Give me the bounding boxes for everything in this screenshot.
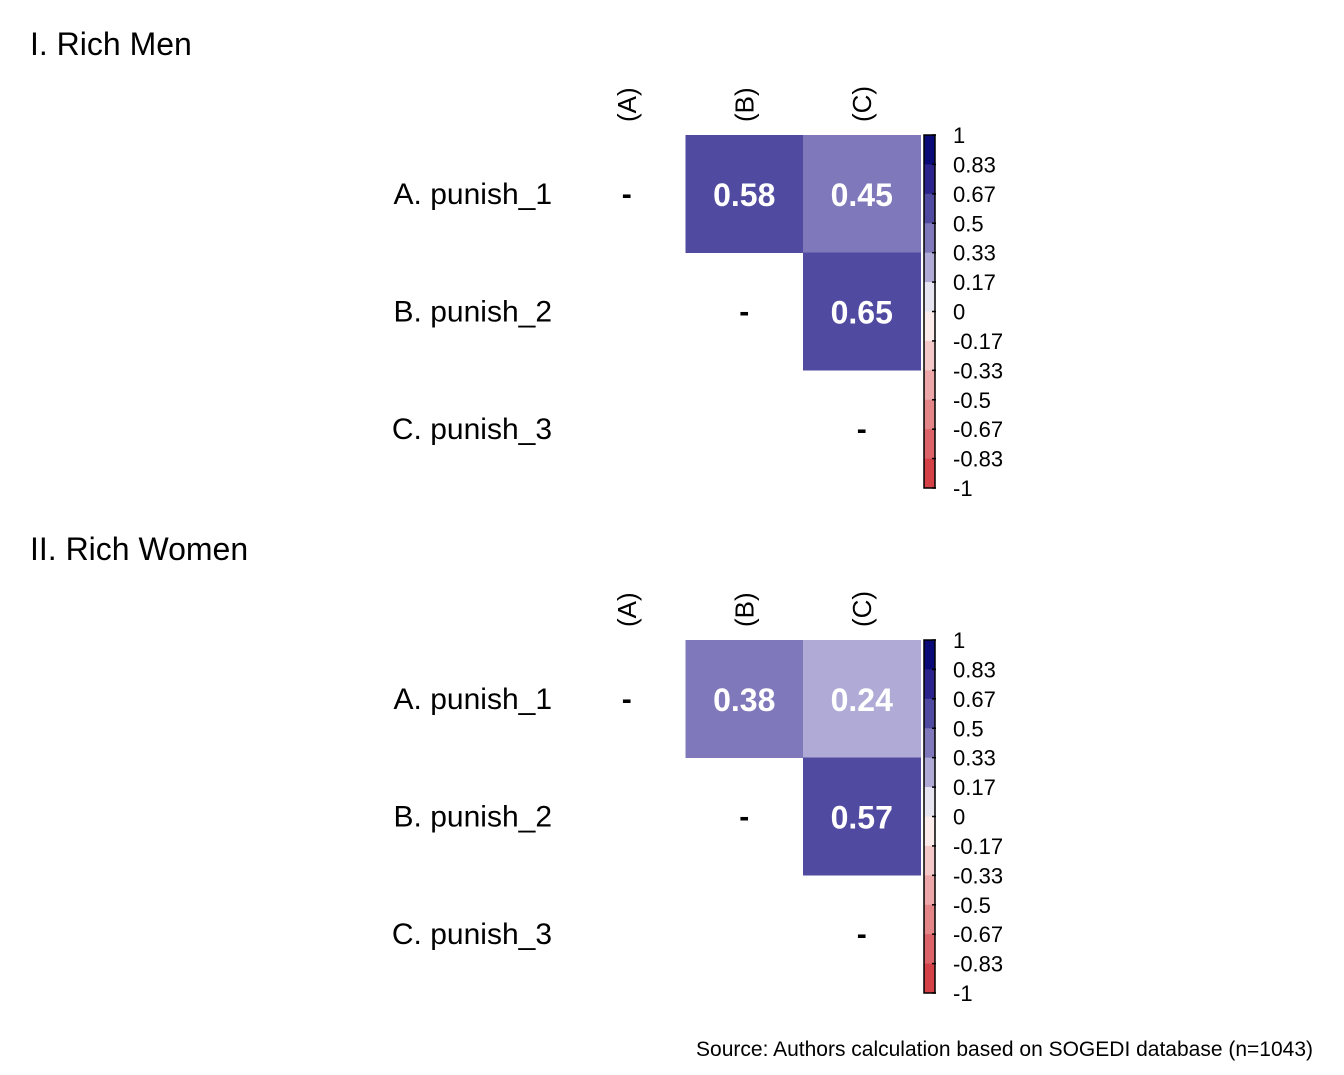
diagonal-marker: - bbox=[739, 800, 749, 833]
heatmap-cell bbox=[803, 252, 921, 371]
colorbar-tick-label: -0.17 bbox=[953, 834, 1003, 859]
colorbar-bin bbox=[924, 757, 935, 788]
column-label: (C) bbox=[847, 591, 877, 627]
heatmap-cell bbox=[803, 640, 921, 758]
cell-value-label: 0.65 bbox=[831, 294, 893, 330]
colorbar-bin bbox=[924, 311, 935, 342]
colorbar-tick-label: -0.33 bbox=[953, 863, 1003, 888]
heatmap-cell bbox=[803, 135, 921, 253]
row-label: A. punish_1 bbox=[394, 178, 552, 211]
cell-value-label: 0.38 bbox=[713, 682, 775, 718]
colorbar-bin bbox=[924, 193, 935, 224]
cell-value-label: 0.24 bbox=[831, 682, 893, 718]
column-label: (B) bbox=[729, 592, 759, 627]
diagonal-marker: - bbox=[622, 178, 632, 211]
colorbar-tick-label: 0.67 bbox=[953, 687, 996, 712]
colorbar-tick-label: 0.67 bbox=[953, 182, 996, 207]
colorbar-tick-label: -1 bbox=[953, 476, 973, 501]
colorbar-bin bbox=[924, 429, 935, 459]
row-label: B. punish_2 bbox=[394, 295, 552, 328]
panel-rich-men: I. Rich Men (A) (B) (C) A. punish_1 B. punish… bbox=[30, 26, 1003, 501]
colorbar-bin bbox=[924, 164, 935, 195]
colorbar-tick-label: -0.83 bbox=[953, 952, 1003, 977]
colorbar-tick-label: 0.83 bbox=[953, 657, 996, 682]
heatmap-cell bbox=[685, 640, 804, 758]
diagonal-marker: - bbox=[622, 683, 632, 716]
diagonal-marker: - bbox=[857, 918, 867, 951]
colorbar-tick-label: 0 bbox=[953, 300, 965, 325]
panel-rich-women: II. Rich Women (A) (B) (C) A. punish_1 B. pun… bbox=[30, 531, 1003, 1006]
colorbar-bin bbox=[924, 282, 935, 312]
colorbar-bin bbox=[924, 340, 935, 371]
colorbar-bin bbox=[924, 223, 935, 253]
column-label: (A) bbox=[612, 87, 642, 122]
diagonal-marker: - bbox=[857, 413, 867, 446]
row-label: B. punish_2 bbox=[394, 800, 552, 833]
panel-title: II. Rich Women bbox=[30, 531, 248, 567]
colorbar-tick-label: 0.17 bbox=[953, 775, 996, 800]
colorbar-tick-label: -1 bbox=[953, 981, 973, 1006]
column-label: (B) bbox=[729, 87, 759, 122]
row-label: A. punish_1 bbox=[394, 683, 552, 716]
colorbar-tick-label: 0 bbox=[953, 805, 965, 830]
source-note: Source: Authors calculation based on SOG… bbox=[696, 1038, 1313, 1061]
colorbar-tick-label: -0.67 bbox=[953, 417, 1003, 442]
cell-value-label: 0.45 bbox=[831, 177, 893, 213]
colorbar-tick-label: -0.17 bbox=[953, 329, 1003, 354]
colorbar-bin bbox=[924, 787, 935, 817]
colorbar-tick-label: -0.83 bbox=[953, 447, 1003, 472]
colorbar-bin bbox=[924, 904, 935, 935]
cell-value-label: 0.58 bbox=[713, 177, 775, 213]
colorbar-bin bbox=[924, 934, 935, 964]
colorbar-tick-label: 0.33 bbox=[953, 746, 996, 771]
colorbar-bin bbox=[924, 728, 935, 758]
colorbar-tick-label: -0.67 bbox=[953, 922, 1003, 947]
colorbar-bin bbox=[924, 399, 935, 430]
colorbar-bin bbox=[924, 875, 935, 906]
heatmap-cell bbox=[685, 135, 804, 253]
panel-title: I. Rich Men bbox=[30, 26, 192, 62]
colorbar-bin bbox=[924, 640, 935, 670]
column-label: (C) bbox=[847, 86, 877, 122]
colorbar-tick-label: 1 bbox=[953, 628, 965, 653]
colorbar-tick-label: 1 bbox=[953, 123, 965, 148]
colorbar-bin bbox=[924, 669, 935, 700]
colorbar-bin bbox=[924, 963, 935, 994]
colorbar-bin bbox=[924, 252, 935, 283]
colorbar-tick-label: 0.5 bbox=[953, 716, 984, 741]
colorbar-tick-label: 0.17 bbox=[953, 270, 996, 295]
colorbar-bin bbox=[924, 370, 935, 401]
colorbar-tick-label: -0.33 bbox=[953, 358, 1003, 383]
colorbar-bin bbox=[924, 698, 935, 729]
colorbar-tick-label: -0.5 bbox=[953, 893, 991, 918]
colorbar-tick-label: 0.83 bbox=[953, 152, 996, 177]
colorbar-tick-label: -0.5 bbox=[953, 388, 991, 413]
column-label: (A) bbox=[612, 592, 642, 627]
row-label: C. punish_3 bbox=[392, 413, 552, 446]
colorbar-bin bbox=[924, 845, 935, 876]
colorbar-bin bbox=[924, 135, 935, 165]
colorbar-tick-label: 0.33 bbox=[953, 241, 996, 266]
colorbar-bin bbox=[924, 458, 935, 489]
colorbar-bin bbox=[924, 816, 935, 847]
row-label: C. punish_3 bbox=[392, 918, 552, 951]
diagonal-marker: - bbox=[739, 295, 749, 328]
heatmap-cell bbox=[803, 757, 921, 876]
colorbar-tick-label: 0.5 bbox=[953, 211, 984, 236]
cell-value-label: 0.57 bbox=[831, 799, 893, 835]
